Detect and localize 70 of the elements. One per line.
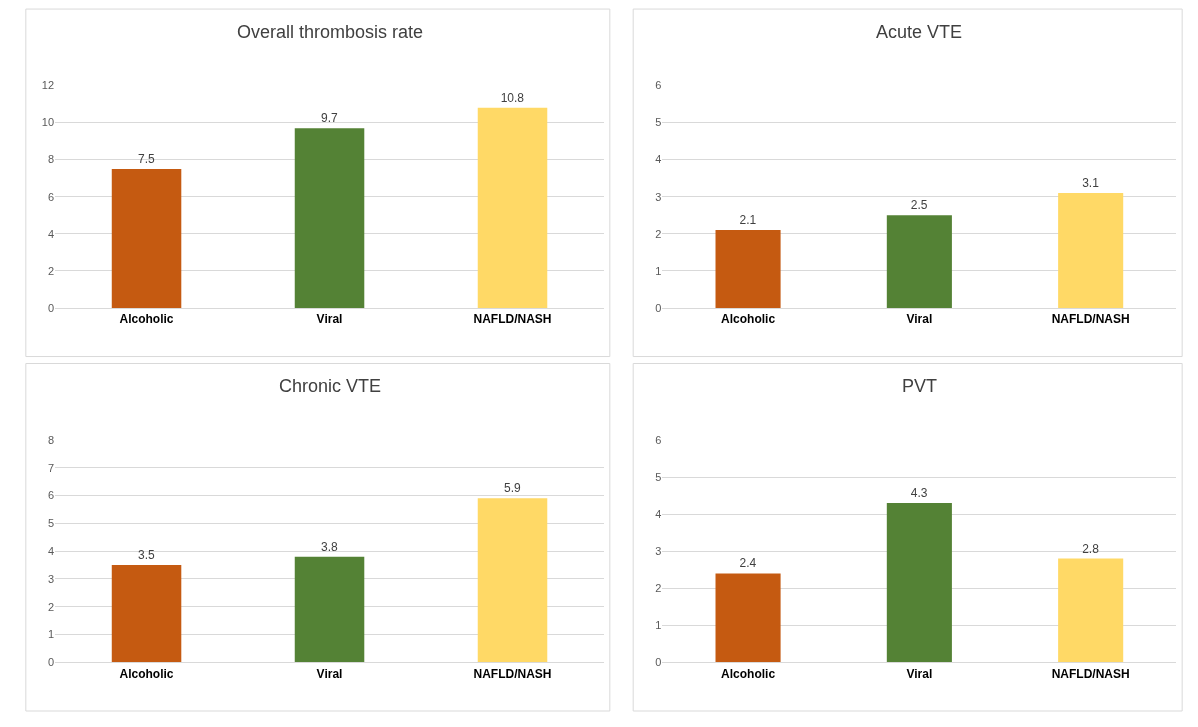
y-tick-label: 6 [47, 190, 55, 203]
bar [1058, 558, 1124, 663]
x-tick-label: Alcoholic [721, 312, 776, 327]
y-tick-label: 5 [655, 116, 662, 129]
bar [111, 565, 182, 663]
data-label: 2.8 [1082, 541, 1100, 556]
y-tick-label: 3 [655, 545, 662, 557]
y-tick-label: 6 [47, 489, 55, 502]
y-tick-label: 1 [47, 628, 55, 641]
x-tick-label: NAFLD/NASH [1051, 312, 1130, 327]
y-tick-label: 2 [655, 227, 662, 240]
y-tick-label: 4 [655, 153, 662, 166]
y-tick-label: 12 [41, 79, 55, 92]
data-label: 3.1 [1082, 175, 1100, 190]
bar [477, 107, 548, 308]
y-tick-label: 6 [655, 433, 662, 446]
data-label: 7.5 [138, 151, 156, 166]
x-tick-label: Alcoholic [119, 312, 174, 327]
bar [1058, 192, 1124, 308]
y-tick-label: 1 [655, 619, 662, 632]
y-tick-label: 0 [47, 301, 55, 314]
y-tick-label: 2 [47, 600, 55, 613]
y-tick-label: 6 [655, 79, 662, 92]
chart-title: PVT [902, 376, 938, 396]
bar [294, 128, 365, 308]
bar [294, 556, 365, 663]
bar [715, 230, 781, 308]
data-label: 2.1 [739, 213, 757, 228]
x-tick-label: Alcoholic [119, 666, 174, 681]
y-tick-label: 8 [47, 433, 55, 446]
bar [111, 168, 182, 308]
y-tick-label: 4 [47, 227, 55, 240]
y-tick-label: 1 [655, 264, 662, 277]
x-tick-label: NAFLD/NASH [1051, 666, 1130, 681]
chart-title: Acute VTE [876, 22, 963, 42]
bar [715, 573, 781, 663]
y-tick-label: 0 [655, 656, 662, 669]
x-tick-label: NAFLD/NASH [473, 312, 552, 327]
y-tick-label: 2 [655, 582, 662, 595]
data-label: 5.9 [504, 481, 522, 496]
bar [886, 215, 952, 308]
y-tick-label: 5 [47, 517, 55, 530]
x-tick-label: Viral [906, 312, 933, 327]
chart-title: Overall thrombosis rate [237, 22, 424, 42]
y-tick-label: 0 [655, 301, 662, 314]
y-tick-label: 4 [655, 507, 662, 520]
y-tick-label: 5 [655, 470, 662, 483]
y-tick-label: 3 [655, 190, 662, 203]
x-tick-label: NAFLD/NASH [473, 666, 552, 681]
data-label: 2.4 [739, 556, 757, 571]
data-label: 2.5 [910, 198, 928, 213]
y-tick-label: 10 [41, 116, 55, 129]
x-tick-label: Viral [906, 666, 933, 681]
y-tick-label: 8 [47, 153, 55, 166]
data-label: 3.8 [321, 539, 339, 554]
y-tick-label: 2 [47, 264, 55, 277]
y-tick-label: 4 [47, 545, 55, 557]
data-label: 9.7 [321, 111, 339, 126]
x-tick-label: Viral [316, 312, 343, 327]
x-tick-label: Alcoholic [721, 666, 776, 681]
data-label: 4.3 [910, 485, 928, 500]
bar [886, 502, 952, 663]
y-tick-label: 0 [47, 656, 55, 669]
chart-title: Chronic VTE [279, 376, 382, 396]
x-tick-label: Viral [316, 666, 343, 681]
bar [477, 498, 548, 663]
y-tick-label: 3 [47, 572, 55, 585]
data-label: 10.8 [500, 90, 525, 105]
y-tick-label: 7 [47, 461, 55, 474]
data-label: 3.5 [138, 548, 156, 563]
